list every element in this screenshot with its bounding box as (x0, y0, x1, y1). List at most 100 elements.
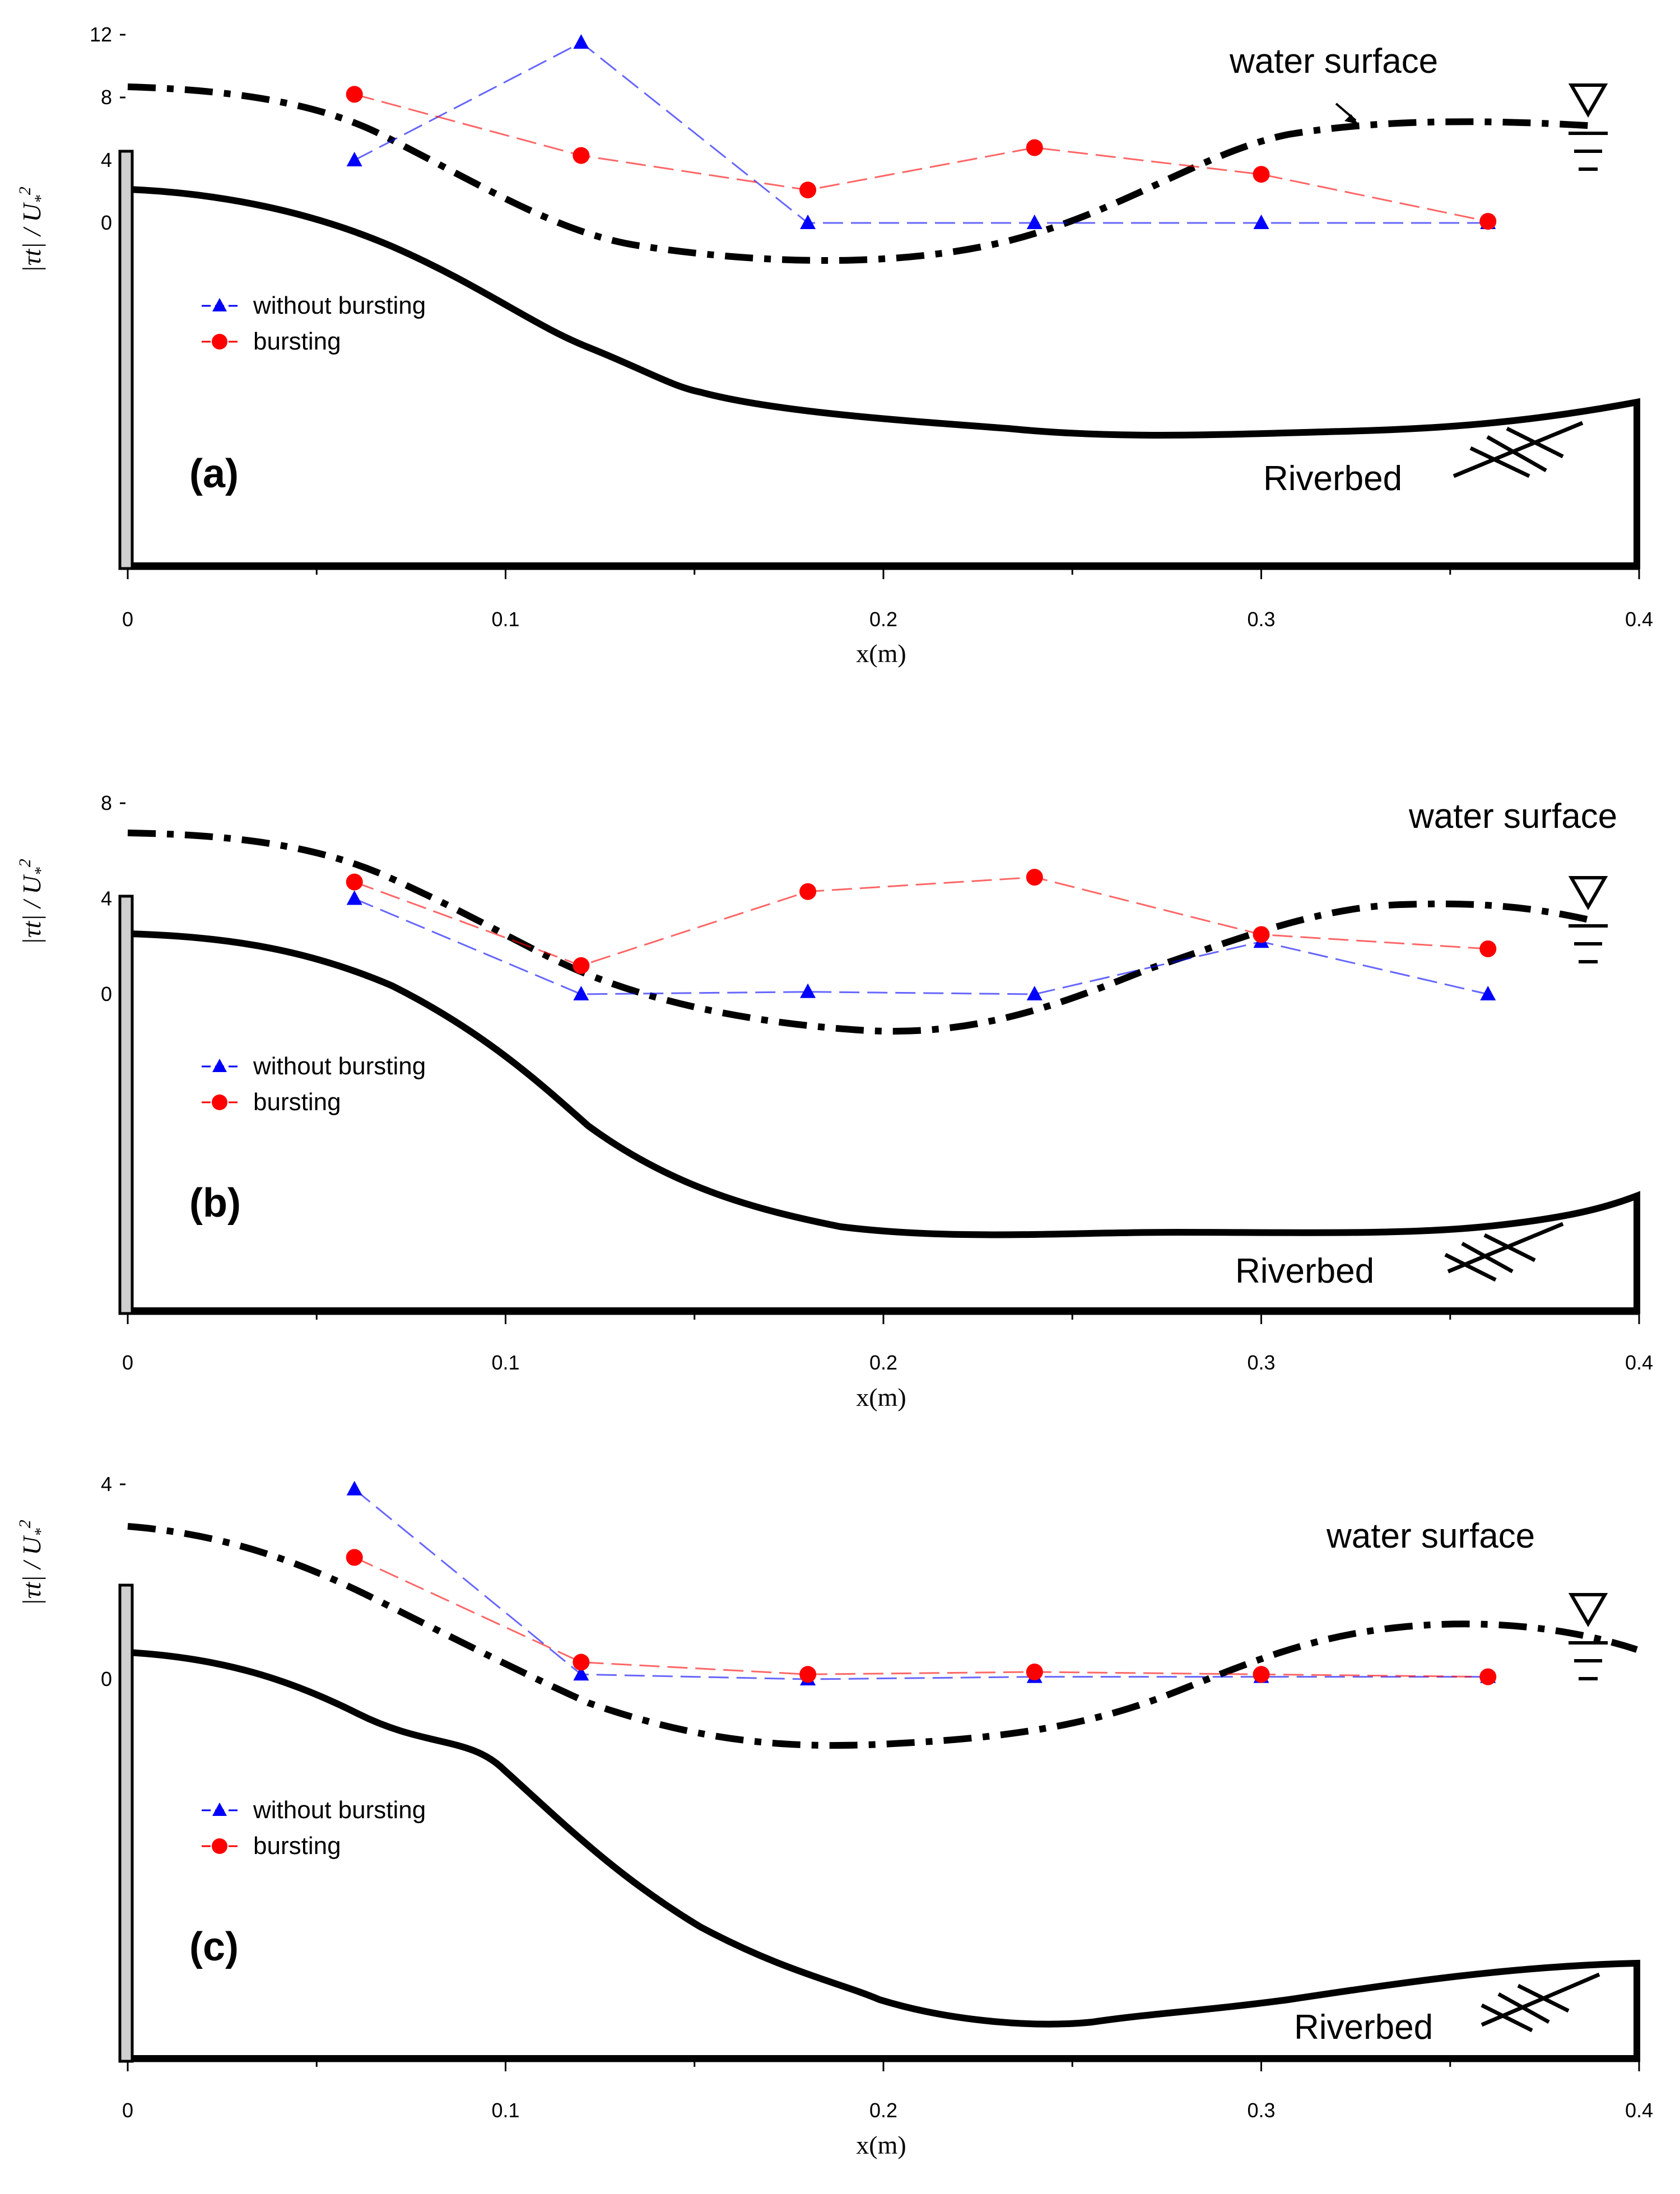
data-point-bursting (799, 883, 817, 900)
x-tick-label: 0 (122, 2099, 133, 2122)
y-tick-label: 8 (101, 791, 112, 814)
data-point-bursting (1253, 926, 1270, 943)
data-point-bursting (1026, 1663, 1043, 1680)
legend: without bursting bursting (202, 1052, 426, 1116)
data-point-without-bursting (573, 986, 589, 1000)
x-axis-label: x(m) (856, 1383, 906, 1412)
x-tick-label: 0.1 (491, 608, 519, 631)
series-line-without-bursting (354, 898, 1488, 995)
legend-label-bursting: bursting (253, 1088, 341, 1116)
data-point-bursting (346, 1549, 363, 1566)
data-point-bursting (1479, 940, 1497, 958)
water-level-symbol-icon (1568, 1593, 1608, 1680)
legend: without bursting bursting (202, 292, 426, 355)
riverbed-outline (127, 930, 1640, 1314)
y-axis-label: |τt| / U*2 (16, 1520, 50, 1606)
data-point-without-bursting (1253, 215, 1269, 229)
legend-label-without-bursting: without bursting (253, 292, 426, 319)
x-tick-label: 0.2 (869, 1351, 897, 1374)
y-tick-labels: 0 4 8 12 (90, 23, 125, 234)
data-point-without-bursting (346, 890, 362, 905)
x-tick-label: 0.4 (1625, 608, 1653, 631)
water-surface-label: water surface (1408, 797, 1617, 836)
series-line-bursting (354, 876, 1488, 967)
x-tick-label: 0 (122, 608, 133, 631)
x-tick-labels: 0 0.1 0.2 0.3 0.4 (122, 569, 1653, 631)
x-tick-label: 0.2 (869, 2099, 897, 2122)
legend-triangle-icon (212, 1059, 227, 1072)
y-tick-label: 8 (101, 86, 112, 109)
x-tick-labels: 0 0.1 0.2 0.3 0.4 (122, 2061, 1653, 2122)
data-point-without-bursting (573, 34, 589, 49)
data-point-bursting (346, 86, 363, 103)
x-tick-label: 0.3 (1247, 1351, 1275, 1374)
series-lines (354, 876, 1488, 995)
water-surface-curve (127, 1523, 1638, 1749)
data-point-without-bursting (1026, 986, 1043, 1000)
data-point-without-bursting (1480, 986, 1496, 1000)
x-tick-label: 0.3 (1247, 608, 1275, 631)
series-markers (346, 869, 1497, 1000)
riverbed-hatch-icon (1444, 1222, 1564, 1282)
data-point-without-bursting (346, 1480, 362, 1496)
legend-label-without-bursting: without bursting (253, 1796, 426, 1824)
legend-circle-icon (212, 1094, 227, 1110)
panel-c: 04 |τt| / U*2 0 0.1 0.2 0.3 0.4 x(m) without… (16, 1473, 1653, 2159)
y-tick-label: 4 (101, 148, 112, 171)
water-surface-label: water surface (1229, 42, 1438, 81)
riverbed-hatch-icon (1481, 1972, 1600, 2033)
y-tick-label: 4 (101, 1473, 112, 1496)
data-point-without-bursting (346, 152, 362, 166)
data-point-bursting (573, 1653, 590, 1671)
series-line-without-bursting (353, 1488, 1488, 1680)
riverbed-label: Riverbed (1263, 459, 1402, 498)
data-point-without-bursting (1026, 215, 1043, 229)
series-line-without-bursting (354, 41, 1488, 224)
y-tick-label: 12 (90, 23, 112, 46)
x-tick-label: 0.4 (1625, 2099, 1653, 2122)
series-line-bursting (354, 93, 1488, 222)
series-line-bursting (354, 1557, 1488, 1678)
legend-triangle-icon (212, 298, 227, 311)
x-tick-label: 0.1 (491, 1351, 519, 1374)
data-point-bursting (799, 181, 817, 199)
riverbed-hatch-icon (1453, 421, 1584, 478)
legend-label-without-bursting: without bursting (253, 1052, 426, 1080)
legend: without bursting bursting (202, 1796, 426, 1860)
data-point-bursting (1026, 139, 1043, 156)
data-point-bursting (1479, 1668, 1497, 1685)
water-surface-curve (127, 830, 1598, 1035)
series-lines (353, 1488, 1488, 1680)
riverbed-label: Riverbed (1294, 2008, 1433, 2047)
data-point-bursting (573, 957, 590, 974)
panel-a: 0 4 8 12 |τt| / U*2 0 0.1 0.2 0.3 0.4 x(m) with… (16, 23, 1653, 668)
data-point-without-bursting (573, 1666, 589, 1681)
water-surface-label: water surface (1326, 1517, 1535, 1555)
panel-label: (c) (189, 1925, 239, 1969)
data-point-bursting (799, 1666, 817, 1683)
data-point-bursting (573, 147, 590, 164)
x-axis-label: x(m) (856, 2131, 906, 2159)
riverbed-outline (127, 186, 1640, 569)
left-wall (118, 150, 134, 570)
data-point-without-bursting (800, 215, 816, 229)
water-level-symbol-icon (1568, 876, 1608, 963)
data-point-bursting (346, 873, 363, 891)
x-axis-label: x(m) (856, 639, 906, 668)
data-point-bursting (1026, 869, 1043, 886)
left-wall (118, 895, 134, 1315)
x-tick-label: 0.4 (1625, 1351, 1653, 1374)
y-tick-label: 0 (101, 982, 112, 1005)
legend-triangle-icon (212, 1802, 227, 1816)
series-markers (346, 34, 1497, 230)
riverbed-outline (127, 1649, 1640, 2062)
water-surface-curve (127, 83, 1597, 264)
y-tick-labels: 0 4 8 (101, 791, 125, 1005)
y-axis-label: |τt| / U*2 (16, 859, 50, 945)
data-point-without-bursting (800, 983, 816, 998)
legend-circle-icon (212, 334, 227, 350)
series-markers (346, 1480, 1497, 1685)
x-tick-labels: 0 0.1 0.2 0.3 0.4 (122, 1314, 1653, 1374)
panel-label: (a) (189, 451, 239, 496)
